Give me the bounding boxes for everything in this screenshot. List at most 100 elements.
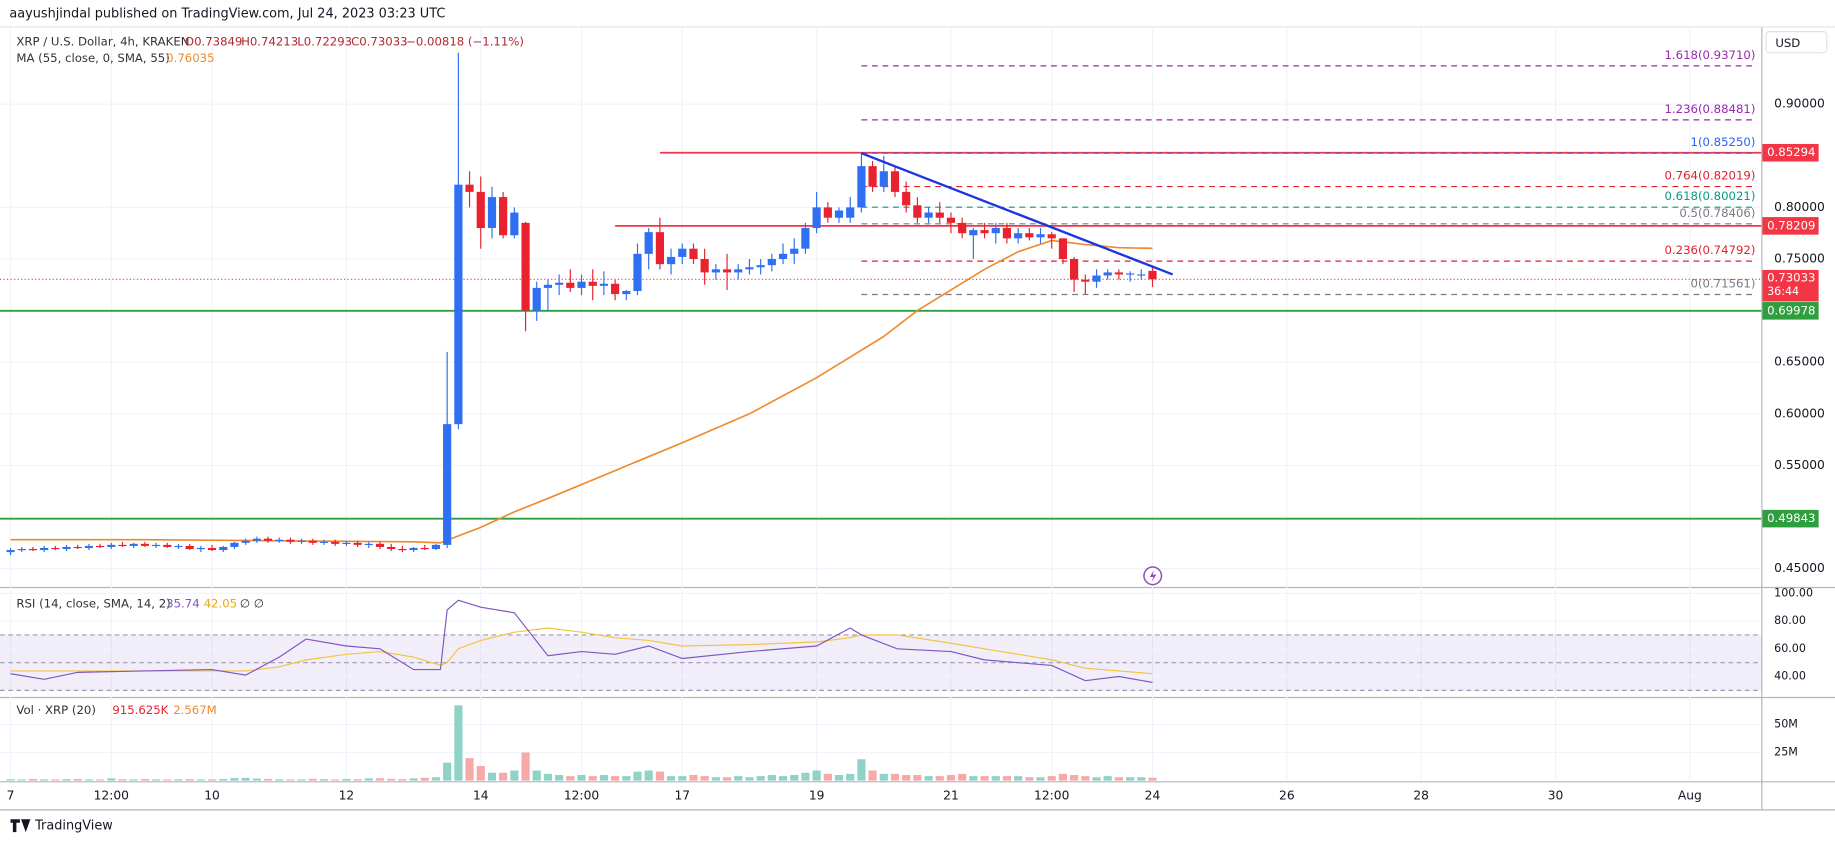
candle-body [17,549,26,551]
currency[interactable]: USD [1775,36,1800,50]
volume-bar [980,776,989,781]
volume-bar [387,778,396,781]
level-price-box [1762,143,1819,162]
candle-body [790,248,799,254]
volume-bar [263,778,273,781]
level-price-label: 0.85294 [1767,145,1815,159]
fib-label: 0.236(0.74792) [1664,243,1755,257]
volume-bar [420,777,429,781]
volume-bar [1103,776,1112,781]
x-tick-label: 12 [339,788,355,802]
volume-bar [1058,773,1068,781]
volume-bar [1148,777,1157,781]
volume-bar [924,776,933,781]
candle-body [655,232,665,265]
volume-bar [342,778,351,781]
volume-bar [1092,777,1101,781]
candle-body [342,542,351,544]
candle-body [152,544,161,547]
volume-bar [868,770,877,781]
y-tick-label: 0.60000 [1774,406,1825,420]
volume-bar [465,758,474,781]
volume-bar [375,778,385,781]
volume-bar [1137,777,1146,781]
volume-bar [543,773,553,781]
candle-body [1047,234,1056,239]
candle-body [174,545,183,548]
volume-bar [734,776,743,781]
level-price-label: 0.49843 [1767,511,1815,525]
x-tick-label: 12:00 [1034,788,1069,802]
candle-body [476,191,485,229]
rsi-tick-label: 80.00 [1774,614,1806,627]
volume-bar [319,779,329,781]
level-price-label: 0.78209 [1767,218,1815,232]
candle-body [487,197,497,229]
volume-bar [207,779,217,781]
open: O0.73849 [185,35,243,49]
volume-bar [935,776,944,781]
ma-label: MA (55, close, 0, SMA, 55) [16,51,169,65]
candle-body [980,230,989,234]
candle-body [375,543,385,547]
y-tick-label: 0.90000 [1774,97,1825,111]
y-tick-label: 0.55000 [1774,458,1825,472]
volume-bar [778,776,788,781]
x-tick-label: 30 [1548,788,1564,802]
level-price-box [1762,302,1819,320]
volume-bar [566,776,575,781]
volume-bar [129,779,138,781]
candle-body [196,547,205,550]
candle-body [644,232,653,254]
volume-bar [1114,777,1123,781]
volume-bar [51,779,60,781]
volume-bar [6,779,15,781]
x-tick-label: 12:00 [94,788,129,802]
volume-bar [801,772,810,781]
candle-body [935,212,944,218]
candle-body [129,543,138,546]
currency-button[interactable] [1765,31,1828,54]
candle-body [678,248,687,257]
volume-bar [767,774,776,781]
volume-bar [308,778,317,781]
volume-bar [487,772,497,781]
candle-body [420,547,429,550]
volume-bar [969,776,978,781]
volume-bar [958,773,967,781]
y-tick-label: 0.80000 [1774,200,1825,214]
event-bolt [1149,569,1157,583]
candle-body [588,281,597,286]
candle-body [566,282,575,288]
candle-body [846,207,855,218]
x-tick-label: 14 [473,788,489,802]
candle-body [879,171,888,187]
volume-bar [174,779,183,781]
candle-body [207,547,217,551]
volume-bar [185,779,194,781]
volume-bar [140,779,149,781]
volume-bar [689,774,698,781]
rsi-tick-label: 40.00 [1774,670,1806,683]
volume-bar [40,779,49,781]
candle-body [387,546,396,550]
volume-tick-label: 50M [1774,717,1798,730]
x-tick-label: 7 [7,788,15,802]
candle-body [443,424,452,545]
candle-body [611,283,620,295]
volume-bar [331,779,340,781]
volume-bar [275,779,284,781]
volume-bar [1081,776,1090,781]
y-tick-label: 0.75000 [1774,251,1825,265]
candle-body [902,191,911,206]
x-tick-label: 21 [943,788,959,802]
fib-label: 0.618(0.80021) [1664,189,1755,203]
candle-body [958,222,967,234]
volume-bar [286,779,295,781]
volume-bar [812,770,821,781]
candle-body [185,545,194,550]
candle-body [1025,233,1034,238]
